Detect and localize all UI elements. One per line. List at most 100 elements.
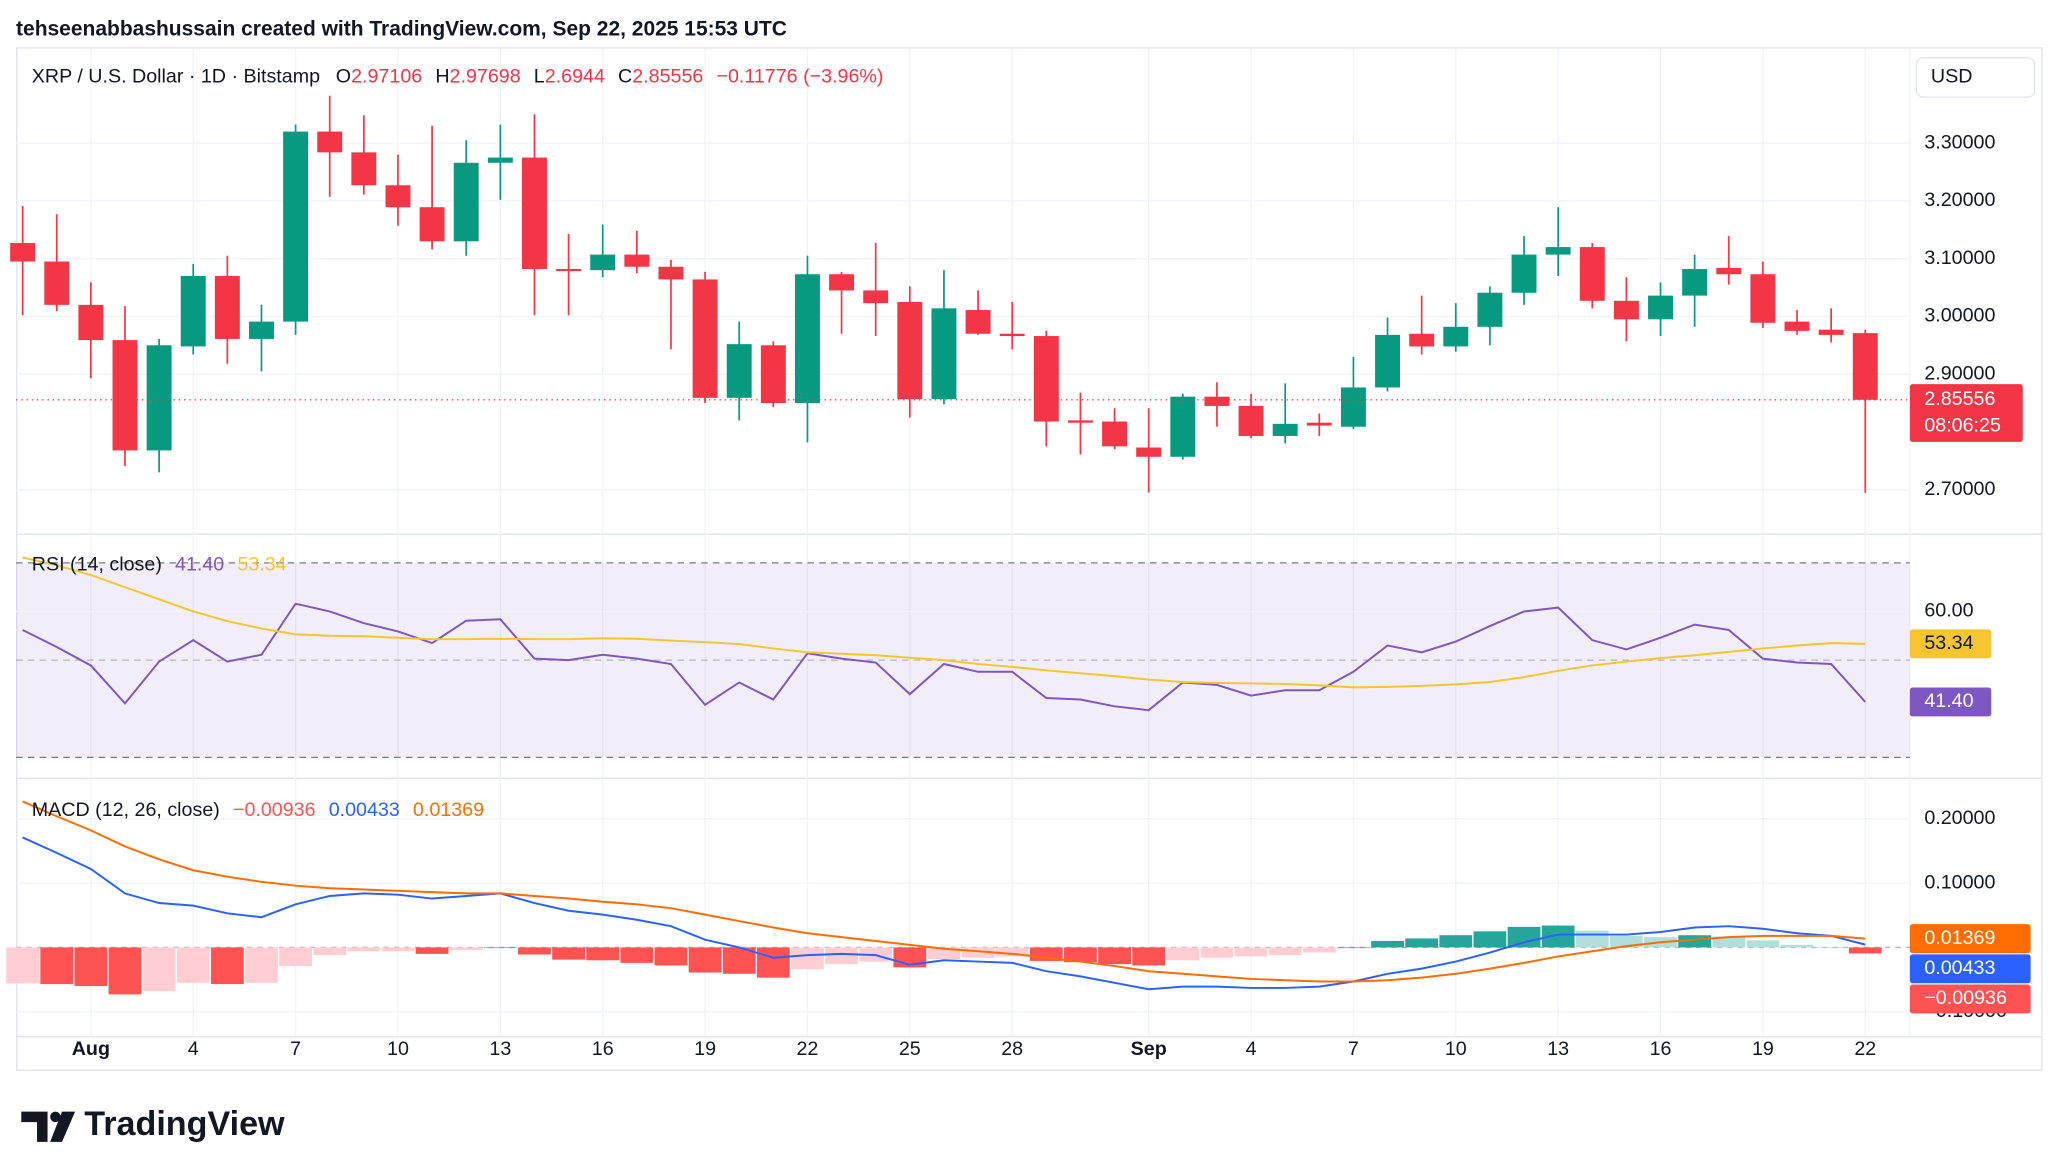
histogram-bar — [825, 947, 858, 965]
candle-body — [453, 162, 479, 242]
currency[interactable]: USD — [1931, 66, 1973, 88]
candle-body — [1545, 247, 1571, 255]
legend-value: 2.97106 — [351, 66, 422, 88]
candle-body — [1716, 267, 1742, 275]
candle-body — [999, 333, 1025, 337]
candle-body — [794, 274, 820, 404]
histogram-bar — [1575, 930, 1609, 948]
histogram-bar — [1712, 936, 1746, 948]
histogram-bar — [1746, 940, 1780, 948]
legend-value: 2.85556 — [632, 66, 703, 88]
x-tick-label: 7 — [1348, 1038, 1359, 1060]
candle-body — [1170, 396, 1196, 457]
histogram-bar — [1132, 947, 1166, 966]
histogram-bar — [961, 947, 995, 958]
currency-button[interactable] — [1915, 57, 2036, 98]
indicator-line — [22, 800, 1866, 983]
plot-layer: Aug 4 7 10 13 16 19 22 25 28 Sep 4 7 10 13 16 19 22 3.3000… — [6, 47, 2042, 1060]
value-box-label: 53.34 — [1924, 632, 1973, 654]
legend-key: O — [336, 66, 351, 88]
candle-body — [1204, 396, 1230, 406]
histogram-bar — [74, 947, 108, 987]
candle-body — [1750, 274, 1776, 323]
histogram-bar — [1814, 947, 1848, 949]
histogram-bar — [1507, 926, 1541, 948]
y-tick-label: 3.30000 — [1924, 131, 1995, 153]
candle-body — [214, 275, 240, 339]
histogram-bar — [995, 947, 1029, 957]
legend: XRP / U.S. Dollar · 1D · Bitstamp O2.9710… — [32, 66, 884, 88]
candle-body — [487, 157, 513, 163]
candle-body — [78, 304, 104, 341]
histogram-bar — [688, 947, 722, 973]
y-tick-label: 0.20000 — [1924, 807, 1995, 829]
value-box-label: 41.40 — [1924, 690, 1973, 712]
histogram-bar — [1302, 947, 1336, 953]
candle-body — [726, 344, 752, 398]
x-tick-label: 13 — [1547, 1038, 1569, 1060]
x-tick-label: Sep — [1131, 1038, 1167, 1060]
histogram-bar — [1405, 938, 1439, 948]
y-tick-label: 2.90000 — [1924, 362, 1995, 384]
histogram-bar — [1439, 935, 1473, 948]
legend-title: MACD (12, 26, close) — [32, 799, 220, 821]
histogram-bar — [415, 947, 449, 954]
histogram-bar — [483, 947, 517, 949]
value-box — [1909, 954, 2031, 984]
candle-body — [965, 310, 991, 334]
y-tick-label: 3.00000 — [1924, 305, 1995, 327]
candle-body — [180, 275, 206, 347]
histogram-bar — [1371, 940, 1404, 948]
x-tick-label: 25 — [899, 1038, 921, 1060]
candle-body — [897, 301, 923, 400]
legend-key: L — [534, 66, 545, 88]
legend-title: RSI (14, close) — [32, 554, 162, 576]
value-box-label: 0.00433 — [1924, 957, 1995, 979]
x-tick-label: Aug — [72, 1038, 110, 1060]
histogram-bar — [142, 947, 176, 992]
logo-mark — [21, 1111, 48, 1142]
histogram-bar — [586, 947, 620, 961]
candle-body — [1272, 423, 1298, 436]
histogram-bar — [1541, 925, 1575, 948]
x-tick-label: 10 — [387, 1038, 409, 1060]
legend-key: C — [618, 66, 632, 88]
indicator-line — [22, 836, 1866, 991]
candle-body — [863, 290, 889, 304]
candle-body — [146, 345, 172, 451]
candle-body — [1409, 333, 1435, 347]
histogram-bar — [756, 947, 790, 978]
candle-body — [1852, 333, 1878, 400]
candle-body — [1375, 334, 1401, 388]
candle-body — [1613, 300, 1639, 320]
credit: tehseenabbashussain created with Trading… — [16, 18, 787, 41]
candle-body — [1477, 292, 1503, 327]
histogram-bar — [927, 947, 961, 959]
candle-body — [1340, 387, 1366, 427]
logo-mark — [50, 1111, 61, 1123]
value-box — [1909, 629, 1992, 659]
candle-body — [1238, 405, 1264, 436]
x-tick-label: 19 — [694, 1038, 716, 1060]
candle-body — [249, 321, 274, 339]
y-tick-label: 2.70000 — [1924, 478, 1995, 500]
countdown: 08:06:25 — [1924, 414, 2001, 436]
legend-value: 41.40 — [175, 554, 224, 576]
histogram-bar — [654, 947, 688, 966]
histogram-bar — [791, 947, 824, 970]
brand: TradingView — [84, 1105, 285, 1143]
histogram-bar — [1473, 931, 1507, 948]
candle-body — [1784, 321, 1810, 331]
candle-body — [351, 152, 377, 186]
value-box-label: 0.01369 — [1924, 927, 1995, 949]
histogram-bar — [108, 947, 142, 995]
histogram-bar — [518, 947, 551, 955]
legend-change: −0.11776 (−3.96%) — [716, 66, 883, 88]
candle-body — [760, 345, 786, 404]
histogram-bar — [1268, 947, 1302, 956]
histogram-bar — [279, 947, 313, 967]
x-tick-label: 22 — [1854, 1038, 1876, 1060]
candle-body — [829, 274, 855, 291]
